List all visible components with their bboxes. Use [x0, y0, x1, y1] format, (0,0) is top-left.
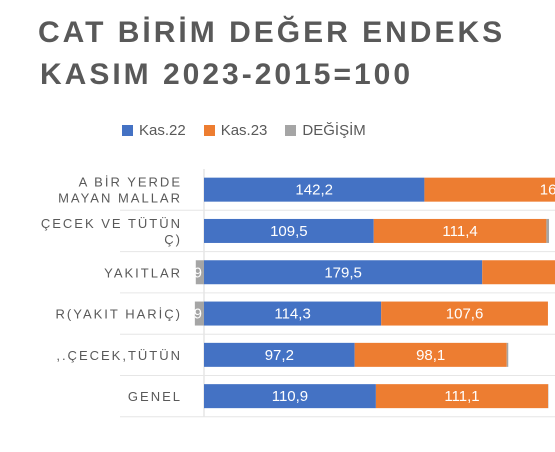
legend-swatch-kas22: [122, 125, 133, 136]
data-label-kas22: 142,2: [295, 182, 333, 199]
legend-item-kas23: Kas.23: [203, 122, 268, 139]
category-label: ,.ÇECEK,TÜTÜN: [56, 348, 182, 363]
bar-kas22: [204, 260, 483, 285]
data-label-kas23: 107,6: [446, 306, 484, 323]
bar-degisim: [506, 342, 509, 367]
category-label: A BİR YERDE MAYAN MALLAR: [58, 175, 182, 206]
data-label-kas22: 179,5: [324, 264, 362, 281]
bar-kas23: [381, 301, 548, 326]
data-label-kas23: 165: [540, 182, 555, 199]
chart-legend: Kas.22 Kas.23 DEĞİŞİM: [122, 122, 366, 139]
bar-kas22: [204, 342, 355, 367]
bar-kas22: [204, 218, 374, 243]
data-label-kas22: 97,2: [265, 347, 294, 364]
legend-swatch-kas23: [203, 125, 215, 136]
bar-kas23: [424, 177, 555, 202]
data-label-kas22: 110,9: [272, 388, 308, 405]
data-label-kas23: 111,1: [444, 388, 479, 405]
bar-kas22: [204, 384, 376, 409]
data-label-degisim: 1: [509, 347, 517, 364]
data-label-kas23: 98,1: [416, 347, 445, 364]
bar-degisim: [546, 218, 550, 243]
chart-title-line2: KASIM 2023-2015=100: [40, 58, 414, 91]
category-label: R(YAKIT HARİÇ): [56, 307, 182, 322]
category-label: YAKITLAR: [104, 265, 182, 280]
legend-item-degisim: DEĞİŞİM: [285, 122, 366, 139]
category-label: GENEL: [128, 389, 182, 404]
bar-kas23: [373, 218, 547, 243]
data-label-kas23: 111,4: [442, 223, 477, 240]
bar-kas23: [354, 342, 507, 367]
bar-degisim: [194, 301, 204, 326]
legend-label-degisim: DEĞİŞİM: [302, 122, 366, 139]
data-label-degisim: 1,: [548, 223, 555, 240]
chart-title-line1: CAT BİRİM DEĞER ENDEKS: [38, 16, 506, 49]
legend-swatch-degisim: [285, 125, 297, 136]
category-label: ÇECEK VE TÜTÜN Ç): [41, 216, 182, 247]
bar-kas23: [482, 260, 555, 285]
bar-degisim: [195, 260, 204, 285]
legend-item-kas22: Kas.22: [122, 122, 186, 139]
data-label-kas22: 109,5: [270, 223, 308, 240]
data-label-kas22: 114,3: [274, 306, 310, 323]
legend-label-kas22: Kas.22: [139, 122, 186, 139]
bar-kas22: [204, 177, 425, 202]
data-label-degisim: 9: [194, 306, 202, 323]
bar-kas23: [375, 384, 549, 409]
bar-kas22: [204, 301, 382, 326]
data-label-degisim: 0,: [550, 388, 555, 405]
legend-label-kas23: Kas.23: [220, 122, 268, 139]
data-label-degisim: 19: [185, 264, 202, 281]
